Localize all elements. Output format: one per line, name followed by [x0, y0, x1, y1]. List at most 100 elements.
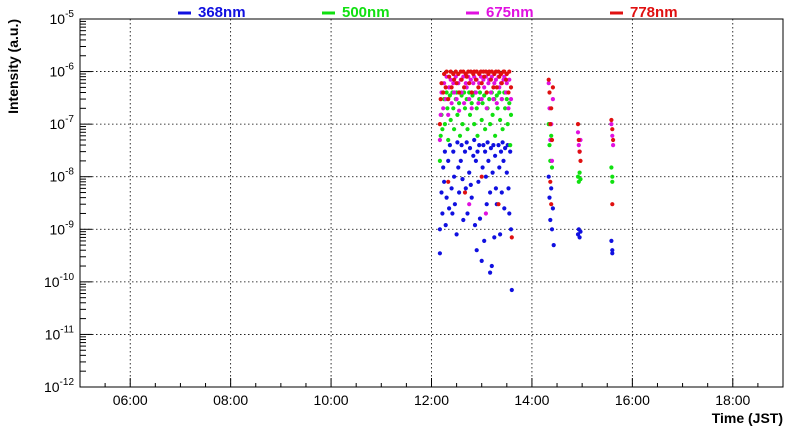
data-point [501, 158, 506, 163]
data-point [507, 101, 512, 106]
data-point [482, 238, 487, 243]
data-point [451, 106, 456, 111]
data-point [451, 149, 456, 154]
data-point [503, 106, 508, 111]
data-point [491, 143, 496, 148]
data-point [468, 182, 473, 187]
x-tick-label: 10:00 [314, 392, 349, 408]
data-point [577, 235, 582, 240]
data-point [578, 158, 583, 163]
data-point [484, 106, 489, 111]
y-tick-exponent: -6 [65, 62, 74, 73]
y-tick-label: 10-7 [50, 114, 75, 132]
data-point [438, 97, 443, 102]
data-point [479, 258, 484, 263]
data-point [476, 179, 481, 184]
data-point [460, 122, 465, 127]
data-point [488, 90, 493, 95]
data-point [507, 69, 512, 74]
data-point [472, 122, 477, 127]
data-point [437, 251, 442, 256]
data-point [479, 117, 484, 123]
data-point [611, 143, 616, 148]
data-point [549, 202, 554, 207]
data-point [610, 248, 615, 253]
data-point [441, 90, 446, 95]
data-point [447, 206, 452, 211]
data-point [459, 93, 464, 98]
y-tick-mantissa: 10 [50, 64, 66, 80]
x-tick-label: 16:00 [615, 392, 650, 408]
data-point [503, 146, 508, 151]
data-point [486, 81, 491, 86]
data-point [452, 77, 457, 82]
x-tick-label: 08:00 [213, 392, 248, 408]
data-point [609, 117, 614, 123]
y-tick-exponent: -11 [60, 324, 74, 335]
data-point [548, 122, 553, 127]
data-point [508, 85, 514, 90]
data-point [483, 149, 488, 154]
data-point [459, 77, 464, 82]
data-point [446, 158, 451, 163]
data-point [441, 165, 446, 170]
y-tick-mantissa: 10 [50, 169, 66, 185]
y-tick-mantissa: 10 [50, 11, 66, 27]
data-point [494, 101, 499, 106]
data-point [468, 77, 473, 82]
data-point [493, 186, 498, 191]
data-point [479, 97, 484, 102]
data-point [509, 287, 514, 293]
data-point [575, 122, 581, 127]
data-point [459, 143, 464, 148]
y-tick-label: 10-11 [45, 324, 75, 342]
data-point [482, 74, 487, 79]
data-point [610, 251, 615, 256]
data-point [475, 133, 480, 138]
data-point [483, 174, 488, 179]
y-tick-exponent: -7 [65, 114, 74, 125]
data-point [549, 227, 555, 232]
data-point [484, 90, 489, 95]
data-point [503, 77, 509, 82]
data-point [489, 263, 494, 269]
legend-entry-778nm: 778nm [610, 4, 678, 21]
data-point [439, 81, 444, 86]
data-point [488, 190, 493, 195]
data-point [486, 158, 491, 163]
data-point [482, 85, 487, 90]
data-point [451, 81, 456, 86]
data-point [462, 106, 468, 111]
data-point [497, 165, 502, 170]
data-point [491, 85, 496, 90]
data-point [467, 170, 472, 175]
data-point [463, 81, 468, 86]
data-point [449, 186, 454, 191]
data-point [548, 217, 553, 223]
data-point [505, 122, 510, 127]
data-point [611, 137, 616, 143]
data-point [479, 174, 484, 179]
x-tick-label: 12:00 [414, 392, 449, 408]
data-point [438, 112, 443, 117]
data-point [546, 77, 551, 82]
data-point [498, 232, 503, 237]
data-point [609, 165, 614, 170]
data-point [550, 97, 556, 102]
data-point [455, 112, 460, 117]
data-point [492, 235, 497, 240]
tick-marks-layer [79, 18, 784, 388]
data-point [437, 137, 442, 143]
data-point [452, 90, 457, 95]
data-point [444, 195, 449, 200]
data-point [508, 97, 514, 102]
data-point [437, 227, 442, 232]
grid-layer [80, 19, 783, 387]
data-point [446, 97, 451, 102]
data-point [549, 133, 554, 138]
data-point [499, 81, 504, 86]
data-point [506, 106, 511, 111]
data-point [610, 202, 615, 207]
